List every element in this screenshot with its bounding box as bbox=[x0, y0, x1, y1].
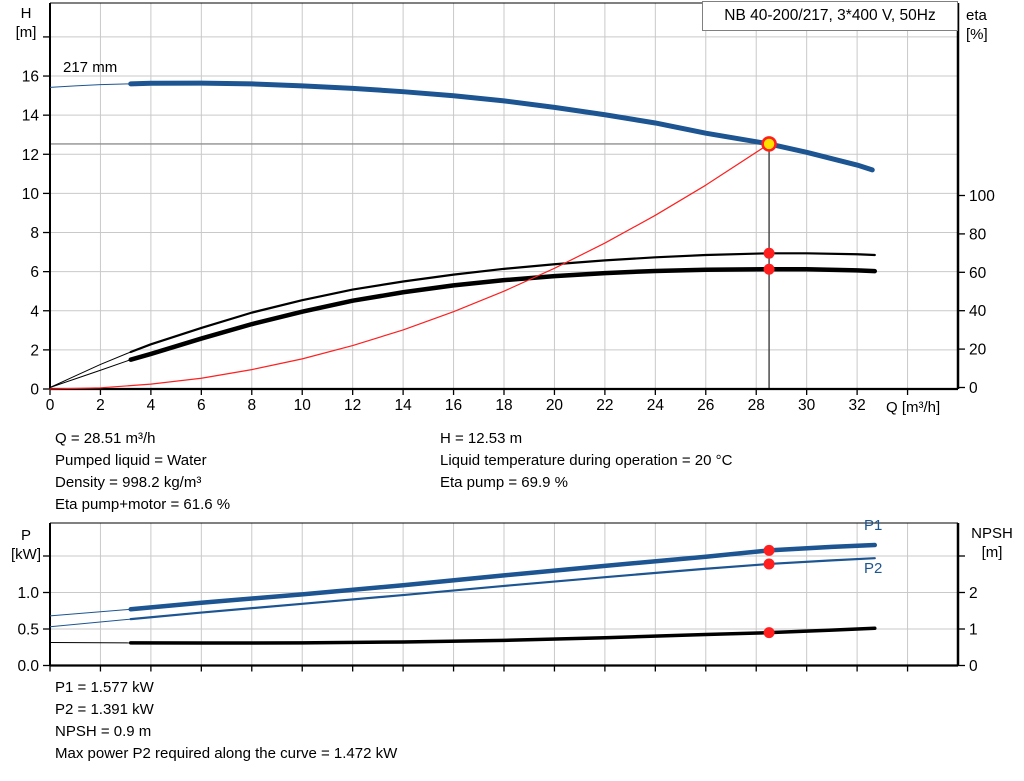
lead-in-eta-pump-motor-curve bbox=[49, 359, 131, 388]
x-tick-label: 30 bbox=[798, 397, 816, 414]
head-axis-title: H [m] bbox=[15, 5, 37, 41]
p1-curve bbox=[128, 542, 878, 612]
result-p2: P2 = 1.391 kW bbox=[55, 701, 154, 718]
p2-point bbox=[763, 558, 775, 570]
eta-axis-title: eta [%] bbox=[966, 7, 988, 43]
duty-point bbox=[761, 136, 777, 152]
y-right-tick-label: 60 bbox=[969, 265, 987, 282]
x-tick-label: 2 bbox=[96, 397, 105, 414]
npsh-point bbox=[763, 627, 775, 639]
result-max-power-p2: Max power P2 required along the curve = … bbox=[55, 745, 398, 762]
lead-in-eta-pump-curve bbox=[49, 351, 131, 388]
y-right-tick-label: 1 bbox=[969, 622, 978, 639]
lead-in-head-curve bbox=[49, 83, 131, 88]
y-left-tick-label: 2 bbox=[30, 342, 39, 359]
result-pumped-liquid: Pumped liquid = Water bbox=[55, 452, 207, 469]
p2-curve-label: P2 bbox=[864, 560, 883, 577]
npsh-curve bbox=[128, 626, 877, 645]
y-left-tick-label: 14 bbox=[22, 108, 40, 125]
y-left-tick-label: 1.0 bbox=[17, 585, 39, 602]
x-tick-label: 12 bbox=[344, 397, 361, 414]
y-left-tick-label: 0 bbox=[30, 382, 39, 399]
y-right-tick-label: 20 bbox=[969, 342, 987, 359]
x-tick-label: 10 bbox=[294, 397, 312, 414]
lead-in-p2-curve bbox=[49, 618, 131, 628]
p1-curve-label: P1 bbox=[864, 517, 883, 534]
x-tick-label: 24 bbox=[647, 397, 665, 414]
result-eta-pump: Eta pump = 69.9 % bbox=[440, 474, 568, 491]
y-left-tick-label: 4 bbox=[30, 303, 39, 320]
result-density: Density = 998.2 kg/m³ bbox=[55, 474, 202, 491]
y-left-tick-label: 8 bbox=[30, 225, 39, 242]
x-tick-label: 26 bbox=[697, 397, 714, 414]
y-right-tick-label: 40 bbox=[969, 303, 987, 320]
chart-title-box: NB 40-200/217, 3*400 V, 50Hz bbox=[702, 1, 958, 31]
x-tick-label: 14 bbox=[394, 397, 412, 414]
y-left-tick-label: 0.5 bbox=[17, 622, 39, 639]
x-tick-label: 4 bbox=[147, 397, 156, 414]
x-tick-label: 0 bbox=[46, 397, 55, 414]
pump-model-title: NB 40-200/217, 3*400 V, 50Hz bbox=[724, 7, 936, 24]
lead-in-p1-curve bbox=[49, 608, 131, 617]
x-tick-label: 32 bbox=[848, 397, 865, 414]
y-right-tick-label: 100 bbox=[969, 188, 995, 205]
npsh-axis-title: NPSH [m] bbox=[971, 525, 1013, 561]
y-left-tick-label: 10 bbox=[22, 186, 40, 203]
result-flow: Q = 28.51 m³/h bbox=[55, 430, 156, 447]
eta-pump-point bbox=[763, 247, 775, 259]
result-p1: P1 = 1.577 kW bbox=[55, 679, 154, 696]
system-curve bbox=[49, 143, 770, 390]
flow-axis-title: Q [m³/h] bbox=[886, 399, 941, 416]
y-left-tick-label: 12 bbox=[22, 147, 39, 164]
duty-results-left: Q = 28.51 m³/h Pumped liquid = Water Den… bbox=[55, 428, 230, 516]
result-eta-pump-motor: Eta pump+motor = 61.6 % bbox=[55, 496, 231, 513]
power-axis-title: P [kW] bbox=[11, 527, 41, 563]
x-tick-label: 28 bbox=[748, 397, 765, 414]
eta-pump-motor-curve bbox=[128, 266, 878, 362]
eta-pump-curve bbox=[129, 252, 876, 354]
power-results: P1 = 1.577 kW P2 = 1.391 kW NPSH = 0.9 m… bbox=[55, 677, 397, 765]
head-curve bbox=[128, 80, 875, 173]
impeller-diameter-label: 217 mm bbox=[63, 59, 118, 76]
result-liquid-temperature: Liquid temperature during operation = 20… bbox=[440, 452, 733, 469]
y-right-tick-label: 80 bbox=[969, 226, 987, 243]
x-tick-label: 20 bbox=[546, 397, 564, 414]
eta-pump-motor-point bbox=[763, 263, 775, 275]
x-tick-label: 22 bbox=[596, 397, 613, 414]
y-right-tick-label: 2 bbox=[969, 585, 978, 602]
x-tick-label: 18 bbox=[495, 397, 512, 414]
y-right-tick-label: 0 bbox=[969, 380, 978, 397]
result-npsh: NPSH = 0.9 m bbox=[55, 723, 152, 740]
result-head: H = 12.53 m bbox=[440, 430, 523, 447]
y-left-tick-label: 6 bbox=[30, 264, 39, 281]
p2-curve bbox=[129, 557, 876, 621]
y-left-tick-label: 16 bbox=[22, 69, 39, 86]
duty-results-right: H = 12.53 m Liquid temperature during op… bbox=[440, 428, 732, 494]
x-tick-label: 6 bbox=[197, 397, 206, 414]
x-tick-label: 8 bbox=[247, 397, 256, 414]
p1-point bbox=[763, 544, 775, 556]
y-right-tick-label: 0 bbox=[969, 658, 978, 675]
y-left-tick-label: 0.0 bbox=[17, 658, 39, 675]
x-tick-label: 16 bbox=[445, 397, 462, 414]
